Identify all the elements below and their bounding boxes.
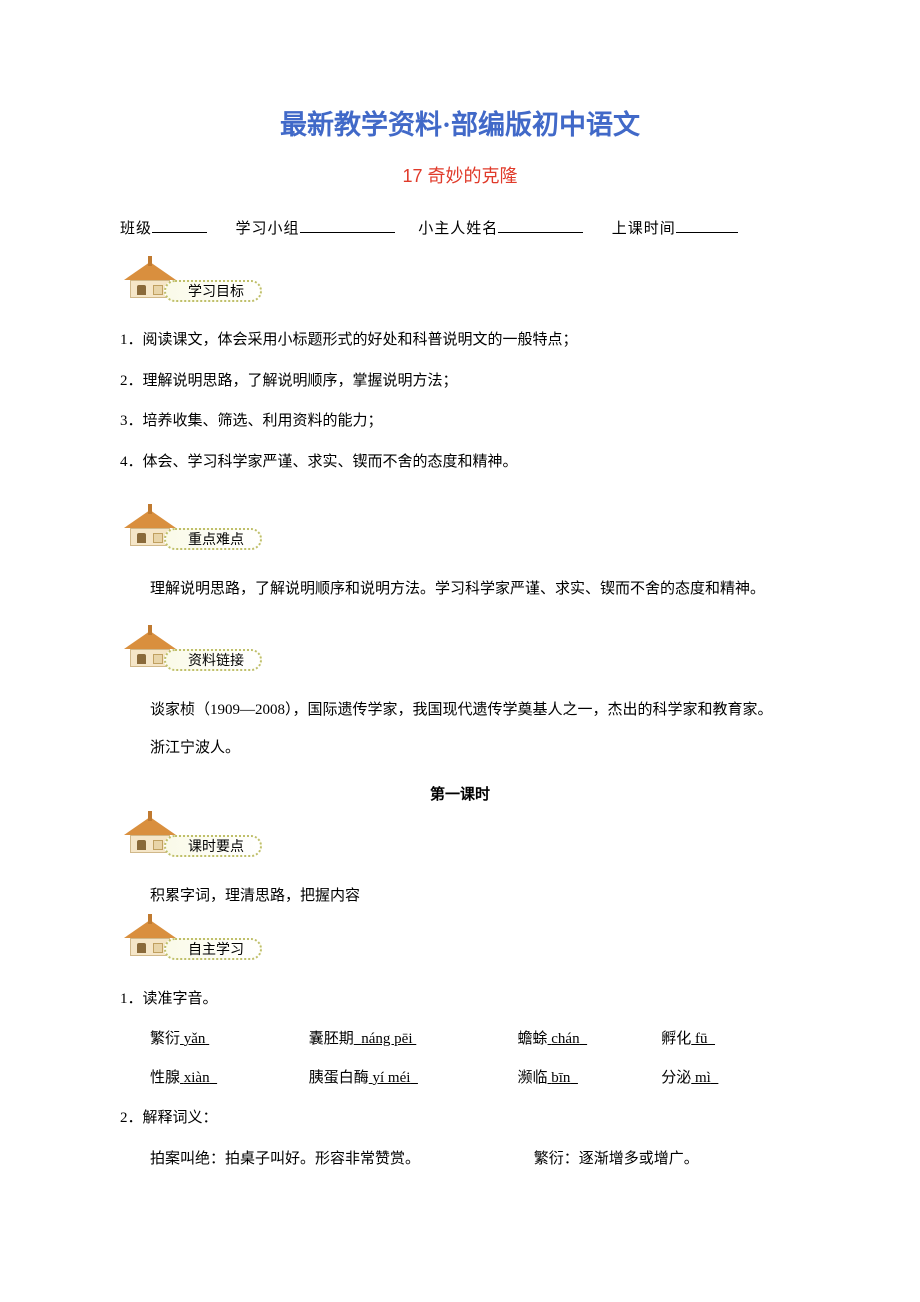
label-owner: 小主人姓名 — [418, 221, 498, 237]
vocab-word: 胰蛋白酶 — [309, 1070, 369, 1086]
vocab-pinyin: náng pēi — [354, 1031, 416, 1047]
vocab-row: 繁衍 yǎn 囊胚期 náng pēi 蟾蜍 chán 孵化 fū — [150, 1025, 800, 1054]
blank-group[interactable] — [300, 232, 395, 233]
definition-row: 拍案叫绝：拍桌子叫好。形容非常赞赏。 繁衍：逐渐增多或增广。 — [150, 1145, 800, 1174]
goal-3: 3．培养收集、筛选、利用资料的能力； — [120, 407, 800, 436]
label-group: 学习小组 — [236, 221, 300, 237]
badge-lesson-points: 课时要点 — [120, 817, 800, 868]
hut-icon — [124, 262, 176, 280]
hut-icon — [124, 631, 176, 649]
vocab-row: 性腺 xiàn 胰蛋白酶 yí méi 濒临 bīn 分泌 mì — [150, 1064, 800, 1093]
vocab-pinyin: yǎn — [180, 1031, 209, 1047]
vocab-word: 孵化 — [661, 1031, 691, 1047]
label-class: 班级 — [120, 221, 152, 237]
blank-time[interactable] — [676, 232, 738, 233]
vocab-pinyin: mì — [691, 1070, 718, 1086]
hut-icon — [124, 817, 176, 835]
blank-class[interactable] — [152, 232, 207, 233]
vocab-word: 濒临 — [518, 1070, 548, 1086]
def-text-left: 拍桌子叫好。形容非常赞赏。 — [225, 1151, 420, 1167]
sub-title: 17 奇妙的克隆 — [120, 159, 800, 193]
vocab-pinyin: chán — [548, 1031, 588, 1047]
blank-owner[interactable] — [498, 232, 583, 233]
resources-text-1: 谈家桢（1909—2008），国际遗传学家，我国现代遗传学奠基人之一，杰出的科学… — [120, 696, 800, 725]
self-study-1: 1．读准字音。 — [120, 985, 800, 1014]
label-time: 上课时间 — [612, 221, 676, 237]
hut-icon — [124, 920, 176, 938]
main-title: 最新教学资料·部编版初中语文 — [120, 100, 800, 151]
lesson-points-text: 积累字词，理清思路，把握内容 — [120, 882, 800, 911]
resources-heading: 资料链接 — [164, 649, 262, 671]
hut-icon — [124, 510, 176, 528]
vocab-word: 分泌 — [661, 1070, 691, 1086]
vocab-word: 蟾蜍 — [518, 1031, 548, 1047]
vocab-word: 囊胚期 — [309, 1031, 354, 1047]
goal-1: 1．阅读课文，体会采用小标题形式的好处和科普说明文的一般特点； — [120, 326, 800, 355]
def-term-right: 繁衍： — [534, 1151, 579, 1167]
lesson-header: 第一课时 — [120, 781, 800, 810]
self-study-heading: 自主学习 — [164, 938, 262, 960]
goal-2: 2．理解说明思路，了解说明顺序，掌握说明方法； — [120, 367, 800, 396]
resources-text-2: 浙江宁波人。 — [120, 734, 800, 763]
badge-goals: 学习目标 — [120, 262, 800, 313]
info-row: 班级 学习小组 小主人姓名 上课时间 — [120, 215, 800, 244]
def-term-left: 拍案叫绝： — [150, 1151, 225, 1167]
def-text-right: 逐渐增多或增广。 — [579, 1151, 699, 1167]
self-study-2: 2．解释词义： — [120, 1104, 800, 1133]
badge-self-study: 自主学习 — [120, 920, 800, 971]
keypoints-heading: 重点难点 — [164, 528, 262, 550]
vocab-pinyin: bīn — [548, 1070, 578, 1086]
vocab-pinyin: yí méi — [369, 1070, 418, 1086]
badge-resources: 资料链接 — [120, 631, 800, 682]
goal-4: 4．体会、学习科学家严谨、求实、锲而不舍的态度和精神。 — [120, 448, 800, 477]
vocab-word: 性腺 — [150, 1070, 180, 1086]
lesson-points-heading: 课时要点 — [164, 835, 262, 857]
goals-heading: 学习目标 — [164, 280, 262, 302]
vocab-grid: 繁衍 yǎn 囊胚期 náng pēi 蟾蜍 chán 孵化 fū 性腺 xià… — [150, 1025, 800, 1092]
badge-keypoints: 重点难点 — [120, 510, 800, 561]
vocab-pinyin: fū — [691, 1031, 715, 1047]
vocab-pinyin: xiàn — [180, 1070, 217, 1086]
keypoints-text: 理解说明思路，了解说明顺序和说明方法。学习科学家严谨、求实、锲而不舍的态度和精神… — [120, 575, 800, 604]
vocab-word: 繁衍 — [150, 1031, 180, 1047]
